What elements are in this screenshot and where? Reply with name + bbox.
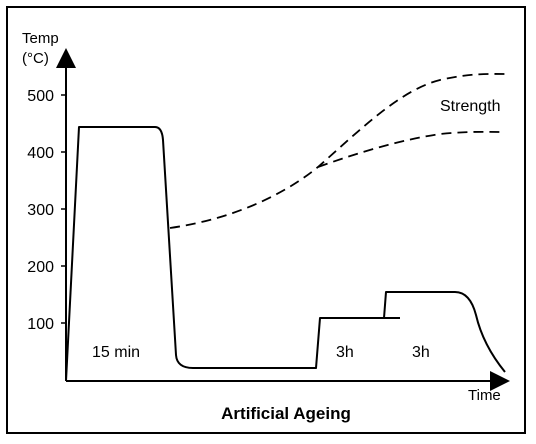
y-tick-label-200: 200 [27, 259, 54, 276]
diagram-caption: Artificial Ageing [221, 404, 351, 423]
diagram-frame [6, 6, 526, 434]
x-axis-title: Time [468, 387, 501, 404]
strength-curve-upper [169, 73, 506, 229]
y-tick-label-400: 400 [27, 145, 54, 162]
y-axis-title-line2: (°C) [22, 50, 49, 67]
solution-time-label: 15 min [92, 344, 140, 361]
strength-curve-lower [317, 130, 506, 168]
ageing-step2-label: 3h [412, 344, 430, 361]
y-tick-label-100: 100 [27, 316, 54, 333]
strength-label: Strength [440, 98, 500, 115]
ageing-step1-label: 3h [336, 344, 354, 361]
y-axis-title-line1: Temp [22, 30, 59, 47]
temperature-profile-curve [65, 126, 506, 382]
y-tick-label-300: 300 [27, 202, 54, 219]
y-tick-label-500: 500 [27, 88, 54, 105]
